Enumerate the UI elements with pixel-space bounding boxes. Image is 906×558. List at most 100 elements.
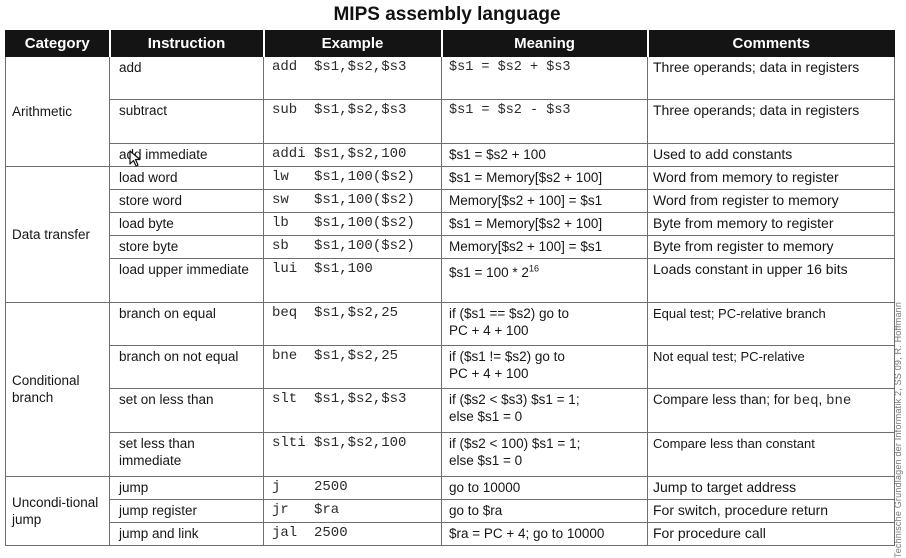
table-row: Conditional branch branch on equal beq $…	[5, 302, 895, 477]
instruction-cell: jump and link	[109, 521, 264, 547]
example-cell: slt $s1,$s2,$s3	[263, 387, 442, 433]
header-example: Example	[263, 30, 443, 57]
header-category: Category	[5, 30, 111, 57]
example-cell: j 2500	[263, 475, 442, 500]
meaning-line: PC + 4 + 100	[449, 365, 529, 381]
category-data-transfer: Data transfer	[5, 165, 110, 304]
comment-cell: Jump to target address	[647, 475, 895, 500]
table-row: set on less than slt $s1,$s2,$s3 if ($s2…	[6, 387, 895, 433]
side-attribution: Technische Grundlagen der Informatik 2, …	[893, 301, 903, 558]
example-cell: sub $s1,$s2,$s3	[263, 98, 442, 144]
category-arithmetic: Arithmetic	[5, 56, 110, 167]
example-cell: slti $s1,$s2,100	[263, 431, 442, 477]
header-instruction: Instruction	[109, 30, 265, 57]
meaning-cell: if ($s2 < $s3) $s1 = 1; else $s1 = 0	[441, 387, 648, 433]
example-cell: sb $s1,100($s2)	[263, 235, 442, 260]
instruction-cell: set less than immediate	[109, 431, 264, 477]
meaning-base: $s1 = 100 * 2	[449, 265, 529, 281]
comment-cell: Equal test; PC-relative branch	[647, 302, 895, 346]
example-cell: bne $s1,$s2,25	[263, 344, 442, 389]
meaning-cell: $s1 = $s2 - $s3	[441, 98, 648, 144]
header-comments: Comments	[647, 30, 895, 57]
instruction-cell: load byte	[109, 211, 264, 237]
meaning-line: PC + 4 + 100	[449, 323, 529, 339]
instruction-cell: jump	[109, 475, 264, 500]
comment-cell: For switch, procedure return	[647, 498, 895, 523]
meaning-cell: $s1 = Memory[$s2 + 100]	[441, 211, 648, 237]
meaning-line: if ($s1 != $s2) go to	[449, 348, 565, 364]
meaning-cell: $s1 = $s2 + $s3	[441, 56, 648, 100]
comment-cell: Word from memory to register	[647, 165, 895, 190]
instruction-cell: load word	[109, 165, 264, 190]
meaning-line: else $s1 = 0	[449, 452, 523, 468]
comment-text: Compare less than; for	[653, 391, 794, 407]
table-row: load upper immediate lui $s1,100 $s1 = 1…	[6, 258, 895, 304]
table-row: load byte lb $s1,100($s2) $s1 = Memory[$…	[6, 211, 895, 237]
meaning-line: else $s1 = 0	[449, 408, 523, 424]
comment-separator: ,	[818, 391, 827, 407]
comment-cell: Compare less than; for beq, bne	[647, 387, 895, 433]
table-row: jump and link jal 2500 $ra = PC + 4; go …	[6, 521, 895, 547]
category-unconditional-jump: Uncondi-tional jump	[5, 475, 110, 547]
table-row: branch on not equal bne $s1,$s2,25 if ($…	[6, 344, 895, 389]
comment-cell: Byte from register to memory	[647, 235, 895, 260]
instruction-cell: store word	[109, 188, 264, 213]
category-conditional-branch: Conditional branch	[5, 302, 110, 477]
meaning-cell: Memory[$s2 + 100] = $s1	[441, 188, 648, 213]
meaning-cell: go to $ra	[441, 498, 648, 523]
instruction-cell: jump register	[109, 498, 264, 523]
instruction-cell: store byte	[109, 235, 264, 260]
instruction-cell: load upper immediate	[109, 258, 264, 304]
instruction-cell: add	[109, 56, 264, 100]
meaning-cell: $s1 = Memory[$s2 + 100]	[441, 165, 648, 190]
table-row: add immediate addi $s1,$s2,100 $s1 = $s2…	[6, 142, 895, 167]
example-cell: jal 2500	[263, 521, 442, 547]
table-row: set less than immediate slti $s1,$s2,100…	[6, 431, 895, 477]
table-row: subtract sub $s1,$s2,$s3 $s1 = $s2 - $s3…	[6, 98, 895, 144]
example-cell: lb $s1,100($s2)	[263, 211, 442, 237]
instruction-cell: branch on not equal	[109, 344, 264, 389]
example-cell: addi $s1,$s2,100	[263, 142, 442, 167]
meaning-cell: if ($s1 == $s2) go to PC + 4 + 100	[441, 302, 648, 346]
example-cell: sw $s1,100($s2)	[263, 188, 442, 213]
table-row: store byte sb $s1,100($s2) Memory[$s2 + …	[6, 235, 895, 260]
comment-cell: Used to add constants	[647, 142, 895, 167]
meaning-cell: $s1 = $s2 + 100	[441, 142, 648, 167]
instruction-cell: set on less than	[109, 387, 264, 433]
example-cell: add $s1,$s2,$s3	[263, 56, 442, 100]
comment-code-beq: beq	[793, 392, 819, 409]
comment-cell: Not equal test; PC-relative	[647, 344, 895, 389]
table-row: Uncondi-tional jump jump j 2500 go to 10…	[5, 475, 895, 547]
comment-cell: Byte from memory to register	[647, 211, 895, 237]
table-row: store word sw $s1,100($s2) Memory[$s2 + …	[6, 188, 895, 213]
meaning-cell: go to 10000	[441, 475, 648, 500]
page-title: MIPS assembly language	[333, 4, 561, 25]
example-cell: beq $s1,$s2,25	[263, 302, 442, 346]
header-meaning: Meaning	[441, 30, 649, 57]
meaning-cell: $s1 = 100 * 216	[441, 258, 648, 304]
comment-cell: Three operands; data in registers	[647, 98, 895, 144]
example-cell: jr $ra	[263, 498, 442, 523]
table-row: jump register jr $ra go to $ra For switc…	[6, 498, 895, 523]
mips-table: Category Instruction Example Meaning Com…	[5, 30, 895, 547]
comment-cell: Loads constant in upper 16 bits	[647, 258, 895, 304]
meaning-cell: if ($s2 < 100) $s1 = 1; else $s1 = 0	[441, 431, 648, 477]
meaning-cell: Memory[$s2 + 100] = $s1	[441, 235, 648, 260]
comment-cell: Compare less than constant	[647, 431, 895, 477]
example-cell: lui $s1,100	[263, 258, 442, 304]
instruction-cell: branch on equal	[109, 302, 264, 346]
comment-code-bne: bne	[826, 392, 852, 409]
comment-cell: Three operands; data in registers	[647, 56, 895, 100]
table-row: Arithmetic add add $s1,$s2,$s3 $s1 = $s2…	[5, 56, 895, 167]
meaning-cell: if ($s1 != $s2) go to PC + 4 + 100	[441, 344, 648, 389]
comment-cell: Word from register to memory	[647, 188, 895, 213]
table-header-row: Category Instruction Example Meaning Com…	[5, 30, 895, 57]
meaning-line: if ($s1 == $s2) go to	[449, 306, 570, 322]
meaning-line: if ($s2 < 100) $s1 = 1;	[449, 435, 581, 451]
mouse-cursor-icon	[129, 150, 141, 167]
comment-cell: For procedure call	[647, 521, 895, 547]
instruction-cell: subtract	[109, 98, 264, 144]
meaning-line: if ($s2 < $s3) $s1 = 1;	[449, 391, 580, 407]
example-cell: lw $s1,100($s2)	[263, 165, 442, 190]
